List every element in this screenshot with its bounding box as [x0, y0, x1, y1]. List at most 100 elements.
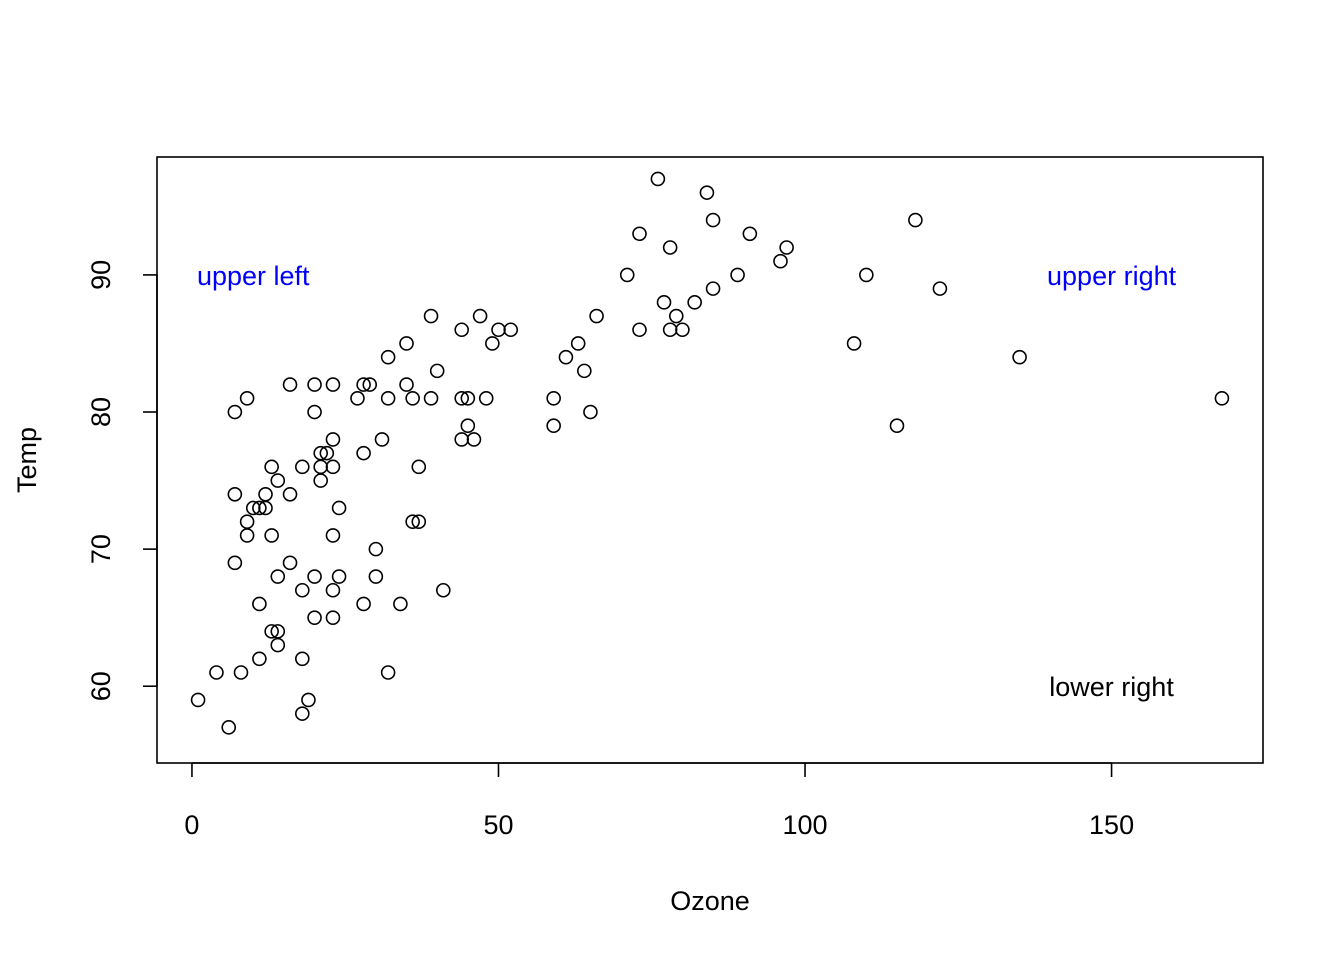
data-point — [485, 336, 500, 351]
data-point — [264, 528, 279, 543]
data-point — [1214, 391, 1230, 406]
data-point — [350, 391, 365, 406]
x-axis: 0 50 100 150 — [184, 762, 1134, 840]
data-point — [411, 514, 427, 529]
data-point — [270, 569, 286, 584]
data-point — [356, 596, 371, 612]
data-point — [546, 418, 561, 434]
x-tick-label: 150 — [1089, 810, 1134, 840]
data-point — [705, 281, 721, 296]
data-point — [742, 226, 758, 242]
data-point — [632, 226, 647, 242]
data-point — [368, 541, 384, 557]
data-point — [227, 486, 243, 502]
data-point — [221, 720, 237, 735]
data-point — [577, 363, 592, 379]
data-point — [846, 336, 862, 351]
data-point — [325, 610, 341, 625]
data-point — [368, 569, 384, 584]
data-point — [889, 418, 905, 434]
y-axis: 60 70 80 90 — [86, 260, 158, 701]
data-point — [380, 665, 396, 680]
data-point — [650, 171, 666, 187]
data-point — [282, 555, 298, 571]
data-point — [307, 569, 322, 584]
data-point — [282, 486, 298, 502]
data-point — [258, 486, 273, 502]
data-point — [252, 651, 267, 667]
data-point — [239, 391, 255, 406]
data-point — [227, 555, 243, 571]
data-point — [405, 391, 420, 406]
data-point — [546, 391, 561, 406]
data-point — [295, 706, 310, 721]
y-tick-label: 90 — [86, 260, 116, 290]
data-point — [632, 322, 647, 338]
data-point — [374, 432, 390, 447]
data-point — [411, 459, 427, 475]
data-point — [270, 637, 286, 653]
y-tick-label: 70 — [86, 534, 116, 564]
y-tick-label: 60 — [86, 671, 116, 701]
data-point — [429, 363, 445, 379]
data-point — [319, 445, 335, 461]
data-point — [239, 528, 255, 543]
data-point — [307, 377, 322, 392]
data-point — [313, 459, 328, 475]
x-tick-label: 0 — [184, 810, 199, 840]
data-point — [405, 514, 420, 529]
data-point — [325, 377, 341, 392]
data-point — [399, 377, 414, 392]
data-point — [668, 308, 684, 324]
data-point — [773, 253, 788, 269]
x-axis-title: Ozone — [670, 886, 750, 916]
data-point — [472, 308, 488, 324]
data-point — [362, 377, 378, 392]
data-point — [656, 295, 672, 310]
data-point — [478, 391, 494, 406]
data-point — [570, 336, 586, 351]
data-point — [675, 322, 690, 338]
data-point — [264, 624, 279, 639]
data-point — [270, 473, 286, 488]
data-point — [932, 281, 948, 296]
data-point — [1012, 349, 1027, 365]
data-point — [779, 240, 794, 255]
data-point — [730, 267, 745, 283]
data-point — [356, 377, 371, 392]
data-point — [264, 459, 279, 475]
data-point — [301, 692, 316, 708]
data-point — [190, 692, 206, 708]
data-point — [619, 267, 635, 283]
data-point — [423, 308, 439, 324]
data-point — [325, 582, 341, 598]
data-point — [380, 391, 396, 406]
data-point — [454, 432, 470, 447]
data-point — [307, 404, 322, 420]
data-point — [325, 528, 341, 543]
points-layer — [190, 171, 1230, 735]
data-point — [331, 569, 347, 584]
x-tick-label: 100 — [782, 810, 827, 840]
data-point — [393, 596, 408, 612]
data-point — [258, 500, 273, 516]
data-point — [466, 432, 482, 447]
data-point — [356, 445, 371, 461]
data-point — [325, 459, 341, 475]
data-point — [558, 349, 574, 365]
annotation-layer: upper left upper right lower right — [197, 261, 1177, 702]
y-tick-label: 80 — [86, 397, 116, 427]
data-point — [908, 212, 923, 228]
annotation-label: upper left — [197, 261, 310, 291]
data-point — [295, 651, 310, 667]
annotation-label: lower right — [1049, 672, 1174, 702]
data-point — [252, 500, 267, 516]
data-point — [454, 391, 470, 406]
data-point — [460, 418, 476, 434]
data-point — [583, 404, 598, 420]
data-point — [209, 665, 224, 680]
data-point — [503, 322, 519, 338]
data-point — [252, 596, 267, 612]
data-point — [325, 432, 341, 447]
